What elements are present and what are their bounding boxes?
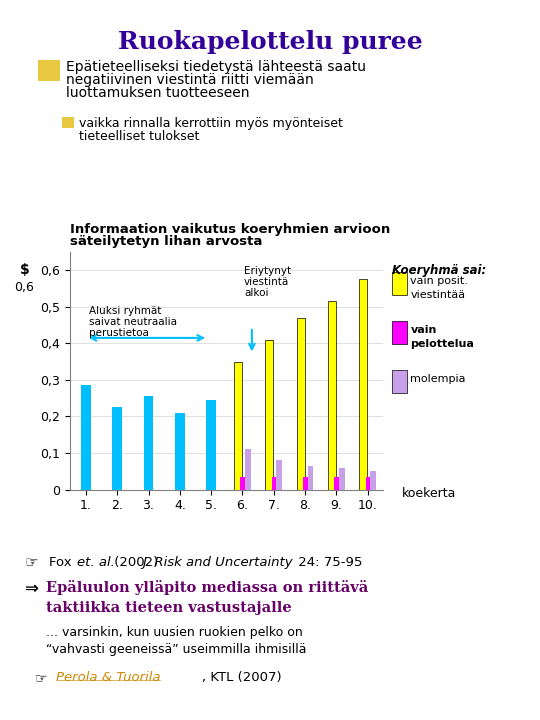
Text: ☞: ☞ xyxy=(35,671,48,685)
Bar xyxy=(296,318,305,490)
Text: et. al.: et. al. xyxy=(77,556,115,569)
Bar xyxy=(303,477,308,490)
Text: , KTL (2007): , KTL (2007) xyxy=(202,671,282,684)
Text: Aluksi ryhmät: Aluksi ryhmät xyxy=(89,306,161,316)
Bar xyxy=(276,460,282,490)
Bar xyxy=(234,361,242,490)
Bar xyxy=(359,279,367,490)
Text: Informaation vaikutus koeryhmien arvioon: Informaation vaikutus koeryhmien arvioon xyxy=(70,223,390,236)
Bar xyxy=(206,400,216,490)
Bar xyxy=(245,449,251,490)
Text: säteilytetyn lihan arvosta: säteilytetyn lihan arvosta xyxy=(70,235,262,248)
Text: Epäluulon ylläpito mediassa on riittävä: Epäluulon ylläpito mediassa on riittävä xyxy=(46,580,368,595)
Text: Perola & Tuorila: Perola & Tuorila xyxy=(56,671,160,684)
Text: negatiivinen viestintä riitti viemään: negatiivinen viestintä riitti viemään xyxy=(66,73,314,87)
Text: taktiikka tieteen vastustajalle: taktiikka tieteen vastustajalle xyxy=(46,601,292,615)
Text: viestintää: viestintää xyxy=(410,290,465,300)
Text: J. Risk and Uncertainty: J. Risk and Uncertainty xyxy=(142,556,293,569)
Bar xyxy=(272,477,277,490)
Bar xyxy=(240,477,246,490)
Text: viestintä: viestintä xyxy=(244,276,289,287)
Text: vain: vain xyxy=(410,325,437,335)
Bar xyxy=(328,302,336,490)
Text: $: $ xyxy=(19,263,29,277)
Text: pelottelua: pelottelua xyxy=(410,339,474,349)
Bar xyxy=(334,477,340,490)
Bar xyxy=(339,468,345,490)
Text: Ruokapelottelu puree: Ruokapelottelu puree xyxy=(118,30,422,54)
Bar xyxy=(144,397,153,490)
Text: ⇒: ⇒ xyxy=(24,580,38,598)
Text: “vahvasti geeneissä” useimmilla ihmisillä: “vahvasti geeneissä” useimmilla ihmisill… xyxy=(46,643,306,656)
Bar xyxy=(366,477,371,490)
Text: 24: 75-95: 24: 75-95 xyxy=(294,556,363,569)
Text: Koeryhmä sai:: Koeryhmä sai: xyxy=(392,264,486,277)
Bar xyxy=(81,385,91,490)
Text: ... varsinkin, kun uusien ruokien pelko on: ... varsinkin, kun uusien ruokien pelko … xyxy=(46,626,302,639)
Text: Epätieteelliseksi tiedetystä lähteestä saatu: Epätieteelliseksi tiedetystä lähteestä s… xyxy=(66,60,367,74)
Bar xyxy=(308,466,313,490)
Text: tieteelliset tulokset: tieteelliset tulokset xyxy=(79,130,200,143)
Bar xyxy=(112,408,122,490)
Text: vain posit.: vain posit. xyxy=(410,276,468,286)
Bar xyxy=(265,340,273,490)
Text: ____________________: ____________________ xyxy=(56,671,160,681)
Text: (2002): (2002) xyxy=(110,556,162,569)
Text: saivat neutraalia: saivat neutraalia xyxy=(89,317,177,327)
Bar xyxy=(370,472,376,490)
Text: vaikka rinnalla kerrottiin myös myönteiset: vaikka rinnalla kerrottiin myös myönteis… xyxy=(79,117,343,130)
Text: 0,6: 0,6 xyxy=(15,282,34,294)
Text: Eriytynyt: Eriytynyt xyxy=(244,266,291,276)
Text: Fox: Fox xyxy=(49,556,76,569)
Bar xyxy=(175,413,185,490)
Text: luottamuksen tuotteeseen: luottamuksen tuotteeseen xyxy=(66,86,250,100)
Text: alkoi: alkoi xyxy=(244,288,268,297)
Text: perustietoa: perustietoa xyxy=(89,328,149,338)
Text: koekerta: koekerta xyxy=(402,487,457,500)
Text: ☞: ☞ xyxy=(24,556,38,571)
Text: molempia: molempia xyxy=(410,374,466,384)
